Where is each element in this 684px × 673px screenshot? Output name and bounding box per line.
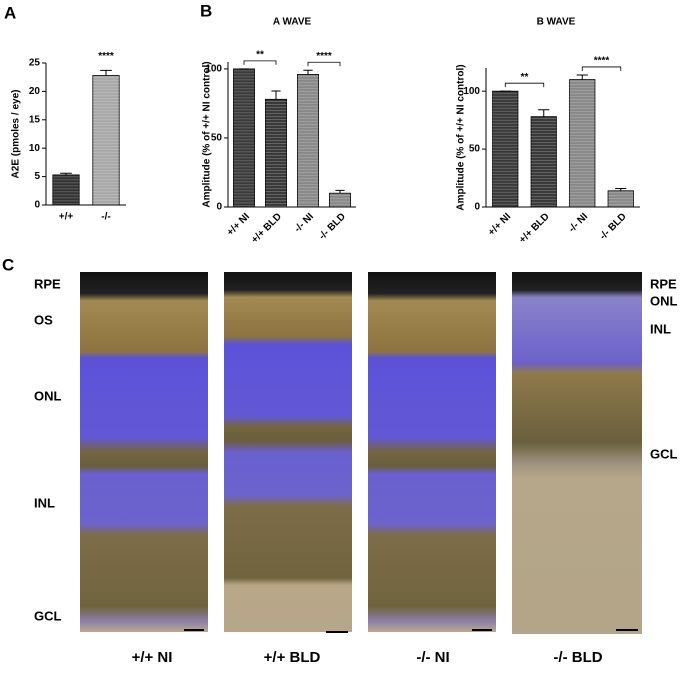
x-tick-label: +/+ NI bbox=[225, 211, 252, 238]
y-axis-label: Amplitude (% of +/+ NI control) bbox=[456, 64, 467, 210]
significance-bracket bbox=[307, 61, 341, 67]
panel-label: C bbox=[2, 255, 14, 274]
y-tick-label: 25 bbox=[29, 58, 41, 69]
y-tick-label: 50 bbox=[211, 133, 223, 144]
layer-label: OS bbox=[34, 312, 53, 327]
annotation: ** bbox=[256, 50, 264, 61]
chart-title: B WAVE bbox=[537, 17, 576, 28]
significance-bracket bbox=[243, 60, 277, 65]
chart-title: A WAVE bbox=[273, 17, 312, 28]
annotation: ** bbox=[521, 72, 529, 83]
y-tick-label: 0 bbox=[474, 202, 480, 213]
layer-label: INL bbox=[650, 321, 671, 336]
y-tick-label: 5 bbox=[34, 171, 40, 182]
panel-label: B bbox=[200, 1, 212, 20]
layer-label: GCL bbox=[650, 446, 678, 461]
bar bbox=[265, 98, 287, 208]
error-bar bbox=[60, 172, 72, 175]
error-bar bbox=[303, 69, 313, 75]
bar bbox=[530, 116, 557, 208]
x-tick-label: -/- NI bbox=[567, 211, 591, 235]
layer-label: ONL bbox=[650, 293, 678, 308]
x-tick-label: -/- NI bbox=[292, 211, 316, 235]
layer-label: GCL bbox=[34, 608, 62, 623]
y-tick-label: 100 bbox=[205, 64, 222, 75]
y-tick-label: 10 bbox=[29, 143, 41, 154]
bar bbox=[569, 79, 596, 208]
y-tick-label: 50 bbox=[469, 144, 481, 155]
scale-bars bbox=[184, 629, 638, 633]
caption: -/- NI bbox=[416, 649, 449, 666]
histology-image bbox=[224, 272, 352, 632]
x-tick-label: -/- bbox=[101, 212, 110, 223]
histology-image bbox=[368, 272, 496, 632]
error-bar bbox=[576, 74, 588, 80]
y-axis-label: A2E (pmoles / eye) bbox=[11, 90, 22, 179]
caption: +/+ NI bbox=[132, 649, 173, 666]
error-bar bbox=[615, 187, 627, 191]
y-tick-label: 20 bbox=[29, 86, 41, 97]
caption: -/- BLD bbox=[553, 649, 602, 666]
bar bbox=[52, 174, 80, 206]
y-tick-label: 0 bbox=[34, 200, 40, 211]
x-tick-label: +/+ BLD bbox=[249, 211, 284, 246]
bar bbox=[233, 68, 255, 208]
y-tick-label: 15 bbox=[29, 114, 41, 125]
histology-image bbox=[80, 272, 208, 632]
error-bar bbox=[335, 189, 345, 194]
x-tick-label: -/- BLD bbox=[317, 211, 348, 242]
error-bar bbox=[538, 109, 550, 117]
annotation: **** bbox=[594, 56, 610, 67]
x-tick-label: +/+ BLD bbox=[517, 211, 552, 246]
layer-label: INL bbox=[34, 495, 55, 510]
y-tick-label: 100 bbox=[463, 86, 480, 97]
caption: +/+ BLD bbox=[264, 649, 321, 666]
layer-label: RPE bbox=[650, 276, 677, 291]
layer-label: ONL bbox=[34, 388, 62, 403]
significance-bracket bbox=[504, 82, 545, 88]
panel-label: A bbox=[4, 3, 16, 22]
bar bbox=[492, 90, 519, 208]
x-tick-label: +/+ bbox=[59, 212, 74, 223]
y-axis-label: Amplitude (% of +/+ NI control) bbox=[202, 61, 213, 207]
layer-label: RPE bbox=[34, 276, 61, 291]
x-tick-label: -/- BLD bbox=[598, 211, 629, 242]
annotation: **** bbox=[316, 51, 332, 62]
x-tick-label: +/+ NI bbox=[486, 211, 513, 238]
y-tick-label: 0 bbox=[216, 202, 222, 213]
error-bar bbox=[271, 90, 281, 100]
significance-bracket bbox=[581, 66, 622, 71]
histology-image bbox=[512, 272, 642, 634]
annotation: **** bbox=[98, 51, 114, 62]
error-bar bbox=[100, 69, 112, 76]
